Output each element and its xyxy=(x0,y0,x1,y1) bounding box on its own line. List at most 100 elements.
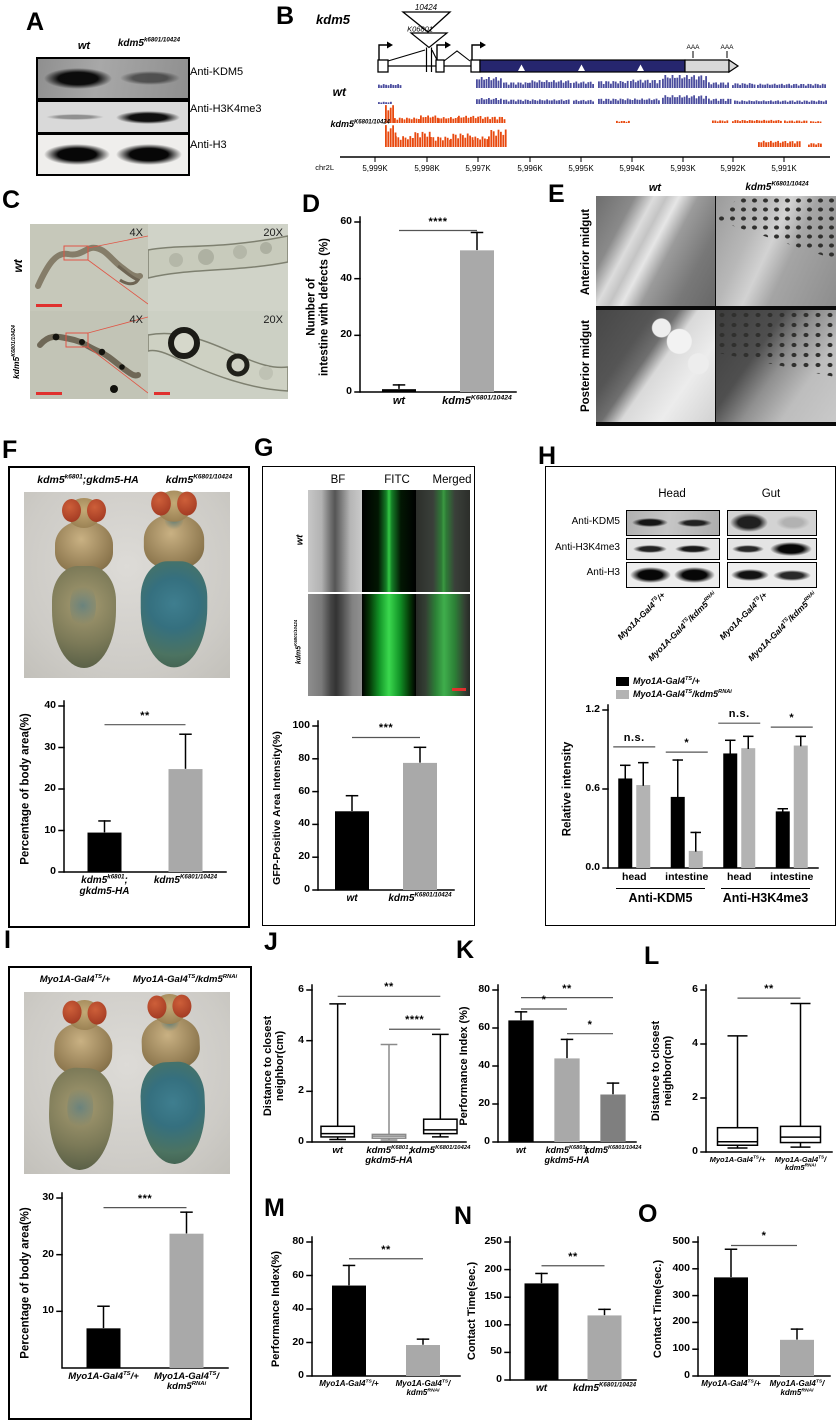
significance-label: * xyxy=(789,712,795,725)
significance-label: *** xyxy=(378,722,394,735)
bf-kdm5 xyxy=(308,594,362,696)
chart-canvas xyxy=(692,1236,831,1377)
x-category-label: Myo1A-Gal4TS/kdm5RNAi xyxy=(774,1154,827,1173)
y-tick-label: 0 xyxy=(496,1373,502,1385)
svg-text:chr2L: chr2L xyxy=(315,163,334,172)
fly-thorax xyxy=(55,521,113,573)
panel-h-label: H xyxy=(538,442,557,470)
svg-text:5,994K: 5,994K xyxy=(619,164,645,173)
x-category-label: Myo1A-Gal4TS/+ xyxy=(709,1154,766,1164)
genotype-label-kdm5: kdm5K6801/10424 xyxy=(11,325,21,379)
significance-label: **** xyxy=(405,1014,425,1027)
y-tick-label: 20 xyxy=(42,1247,54,1260)
fly-mutant xyxy=(132,490,215,670)
fly-rnai xyxy=(129,993,215,1168)
chart-canvas xyxy=(602,704,819,869)
gut-squiggle xyxy=(35,235,148,305)
chart-canvas xyxy=(58,700,227,873)
fly-eye xyxy=(177,491,197,516)
em-wt-posterior xyxy=(596,310,715,426)
chart-canvas xyxy=(700,984,833,1153)
svg-text:AAA: AAA xyxy=(686,44,700,51)
y-tick-label: 30 xyxy=(44,740,56,753)
blot-head-h3 xyxy=(626,562,720,588)
panel-g-label: G xyxy=(254,434,274,462)
y-axis-label: Performance Index (%) xyxy=(457,1006,470,1126)
merged-wt xyxy=(416,490,470,592)
panel-M-chart: 0 20 40 60 80 Performance Index(%) Myo1A-Gal4T… xyxy=(266,1232,470,1406)
section-underline xyxy=(721,888,810,889)
y-tick-label: 0 xyxy=(692,1145,698,1157)
x-category-label: kdm5K6801/10424 xyxy=(410,1144,471,1156)
svg-text:5,995K: 5,995K xyxy=(568,164,594,173)
chart-canvas xyxy=(306,984,467,1143)
legend-item: Myo1A-Gal4TS/kdm5RNAi xyxy=(616,689,732,699)
blot-band xyxy=(674,567,715,583)
y-tick-label: 20 xyxy=(478,1097,490,1109)
significance-label: n.s. xyxy=(623,731,645,744)
antibody-label: Anti-KDM5 xyxy=(190,66,244,78)
x-group-label: intestine xyxy=(770,871,814,883)
em-grid xyxy=(596,196,836,426)
magnification-label: 4X xyxy=(129,314,143,326)
y-tick-label: 40 xyxy=(292,1302,304,1314)
y-tick-label: 150 xyxy=(484,1290,502,1303)
antibody-label: Anti-H3 xyxy=(190,139,227,151)
panel-D-chart: 0 20 40 60 Number of intestine with defects (… xyxy=(302,208,522,422)
genotype-label-rescue: kdm5k6801;gkdm5-HA xyxy=(37,473,139,486)
y-tick-label: 80 xyxy=(292,1235,304,1247)
genotype-label-ctrl: Myo1A-Gal4TS/+ xyxy=(39,973,111,985)
blot-h3k4me3 xyxy=(36,100,190,134)
x-category-label: wt xyxy=(346,893,358,904)
scale-bar xyxy=(36,392,62,395)
x-category-label: kdm5K6801/10424 xyxy=(153,873,218,886)
blot-band xyxy=(730,513,768,532)
panel-L-chart: 0 2 4 6 Distance to closest neighbor(cm) Myo1A… xyxy=(648,980,836,1182)
y-tick-label: 10 xyxy=(42,1304,54,1317)
blot-h3 xyxy=(36,133,190,176)
panel-o-label: O xyxy=(638,1200,658,1228)
x-category-label: wt xyxy=(515,1145,526,1155)
panel-B-genome-browser: kdm5 10424 K06801 AAA AAA wt kdm5K6801/10424 5,… xyxy=(260,0,836,178)
legend-swatch xyxy=(616,676,629,686)
bf-wt xyxy=(308,490,362,592)
panel-O-chart: 0 100 200 300 400 500 Contact Time(sec.) Myo1A-… xyxy=(646,1230,834,1406)
x-category-label: wt xyxy=(392,395,406,407)
scale-bar xyxy=(154,392,170,395)
svg-text:wt: wt xyxy=(333,85,347,99)
y-axis-label: Contact Time(sec.) xyxy=(465,1261,478,1361)
x-category-label: kdm5K6801/10424 xyxy=(572,1381,637,1394)
panel-G-box xyxy=(262,466,475,926)
panel-G-chart: 0 20 40 60 80 100 GFP-Positive Area Intensity(… xyxy=(266,712,464,920)
y-axis-label: Relative intensity xyxy=(561,741,574,837)
blot-band xyxy=(770,542,812,556)
gut-tube xyxy=(148,235,288,279)
y-tick-label: 20 xyxy=(292,1335,304,1348)
gut-image-kdm5-4x: 4X xyxy=(30,311,148,399)
blot-band xyxy=(732,545,764,553)
region-label-anterior: Anterior midgut xyxy=(580,208,592,296)
panel-J-chart: 0 2 4 6 Distance to closest neighbor(cm) wt kdm… xyxy=(262,980,474,1182)
y-tick-label: 0.0 xyxy=(585,861,600,873)
fly-control xyxy=(39,999,125,1174)
vesicle-texture xyxy=(716,310,836,378)
chart-canvas xyxy=(306,1236,461,1377)
x-group-label: head xyxy=(726,871,752,883)
svg-text:5,993K: 5,993K xyxy=(670,164,696,173)
y-tick-label: 40 xyxy=(478,1059,490,1071)
magnification-label: 4X xyxy=(129,227,143,239)
significance-label: ** xyxy=(381,1243,391,1256)
chart-canvas xyxy=(504,1236,637,1381)
y-tick-label: 60 xyxy=(298,784,310,797)
y-tick-label: 4 xyxy=(692,1037,698,1049)
svg-text:10424: 10424 xyxy=(415,3,438,12)
channel-label-fitc: FITC xyxy=(384,474,410,486)
y-tick-label: 30 xyxy=(42,1191,54,1203)
y-tick-label: 6 xyxy=(298,983,304,995)
y-tick-label: 100 xyxy=(672,1342,690,1355)
fly-eye xyxy=(151,491,171,516)
tissue-label-gut: Gut xyxy=(761,488,781,500)
fly-eye xyxy=(62,499,81,522)
panel-F-chart: 0 10 20 30 40 Percentage of body area(%) kdm5k… xyxy=(16,690,238,918)
